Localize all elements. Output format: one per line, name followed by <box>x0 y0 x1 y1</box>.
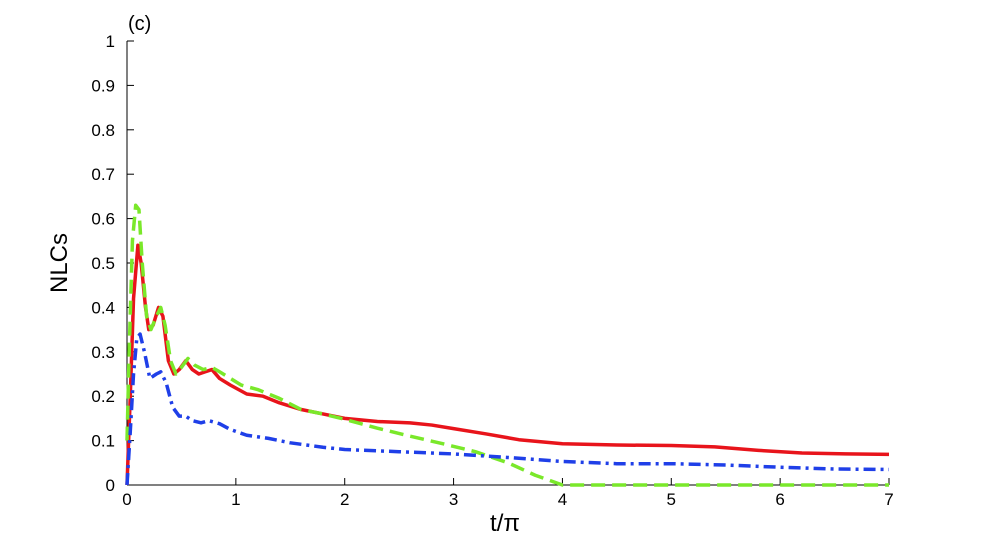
series-line-solid <box>125 243 890 486</box>
x-tick-label: 4 <box>558 490 567 509</box>
y-tick-label: 0.5 <box>91 254 115 273</box>
y-tick-label: 0.4 <box>91 298 115 317</box>
x-tick-label: 5 <box>667 490 676 509</box>
panel-label: (c) <box>128 13 151 35</box>
x-axis-title: t/π <box>490 510 520 537</box>
axes: 0 1 2 3 4 5 6 7 0 0.1 0.2 0.3 0.4 0.5 0.6 0.7 0.8 0.9 1 <box>91 32 893 509</box>
y-tick-label: 0.6 <box>91 210 115 229</box>
series-line-dashed <box>125 203 889 487</box>
y-tick-label: 0 <box>106 476 115 495</box>
series-line-dashdot <box>125 332 890 486</box>
x-tick-label: 0 <box>122 490 131 509</box>
y-tick-label: 0.9 <box>91 76 115 95</box>
x-tick-label: 2 <box>340 490 349 509</box>
labels: (c) t/π NLCs <box>46 13 520 537</box>
y-tick-label: 0.1 <box>91 432 115 451</box>
y-tick-label: 0.8 <box>91 121 115 140</box>
y-axis-title: NLCs <box>46 233 73 293</box>
series-group <box>125 203 890 487</box>
y-tick-label: 1 <box>106 32 115 51</box>
y-tick-label: 0.3 <box>91 343 115 362</box>
y-tick-label: 0.7 <box>91 165 115 184</box>
x-tick-label: 6 <box>775 490 784 509</box>
x-tick-label: 3 <box>449 490 458 509</box>
x-tick-label: 7 <box>884 490 893 509</box>
x-tick-label: 1 <box>231 490 240 509</box>
y-tick-label: 0.2 <box>91 387 115 406</box>
